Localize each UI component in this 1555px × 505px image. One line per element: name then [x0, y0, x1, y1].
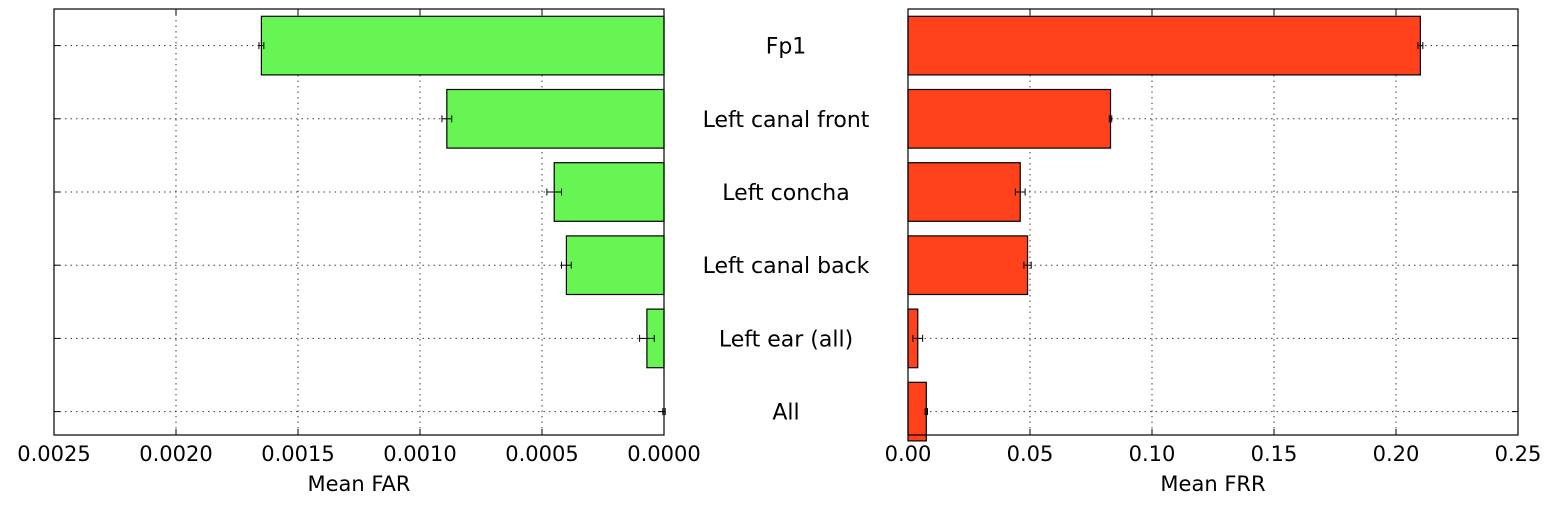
bar-left-concha: [553, 162, 665, 222]
frr-panel: 0.00 0.05 0.10 0.15 0.20 0.25 Mean FRR: [885, 8, 1542, 496]
category-labels: Fp1 Left canal front Left concha Left canal…: [703, 35, 870, 426]
x-tick-label: 0.00: [885, 442, 932, 466]
x-tick-label: 0.0015: [261, 442, 334, 466]
x-tick-label: 0.0020: [139, 442, 212, 466]
x-axis-label: Mean FAR: [307, 472, 410, 496]
x-tick-label: 0.10: [1129, 442, 1176, 466]
x-tick-label: 0.15: [1251, 442, 1298, 466]
category-label: Left concha: [722, 181, 849, 206]
x-tick-label: 0.0005: [505, 442, 578, 466]
bar-left-concha: [907, 162, 1021, 222]
far-panel: 0.0025 0.0020 0.0015 0.0010 0.0005 0.0000 Mean…: [17, 8, 701, 496]
category-label: All: [772, 401, 799, 426]
category-label: Left ear (all): [719, 327, 853, 352]
x-tick-label: 0.0010: [383, 442, 456, 466]
bar-fp1: [260, 15, 665, 76]
bar-left-canal-front: [446, 88, 665, 149]
axes-frame: [907, 8, 1519, 436]
bar-left-canal-back: [907, 235, 1029, 296]
bar-left-canal-front: [907, 88, 1112, 149]
x-tick-label: 0.0025: [17, 442, 90, 466]
bar-all: [907, 381, 927, 442]
bar-left-canal-back: [565, 235, 665, 296]
bar-fp1: [907, 15, 1422, 76]
category-label: Fp1: [766, 35, 807, 60]
x-tick-label: 0.0000: [627, 442, 700, 466]
x-axis-label: Mean FRR: [1160, 472, 1265, 496]
category-label: Left canal front: [703, 108, 870, 133]
x-tick-label: 0.20: [1373, 442, 1420, 466]
category-label: Left canal back: [703, 254, 870, 279]
x-tick-label: 0.05: [1007, 442, 1054, 466]
x-tick-label: 0.25: [1495, 442, 1542, 466]
axes-frame: [53, 8, 665, 436]
